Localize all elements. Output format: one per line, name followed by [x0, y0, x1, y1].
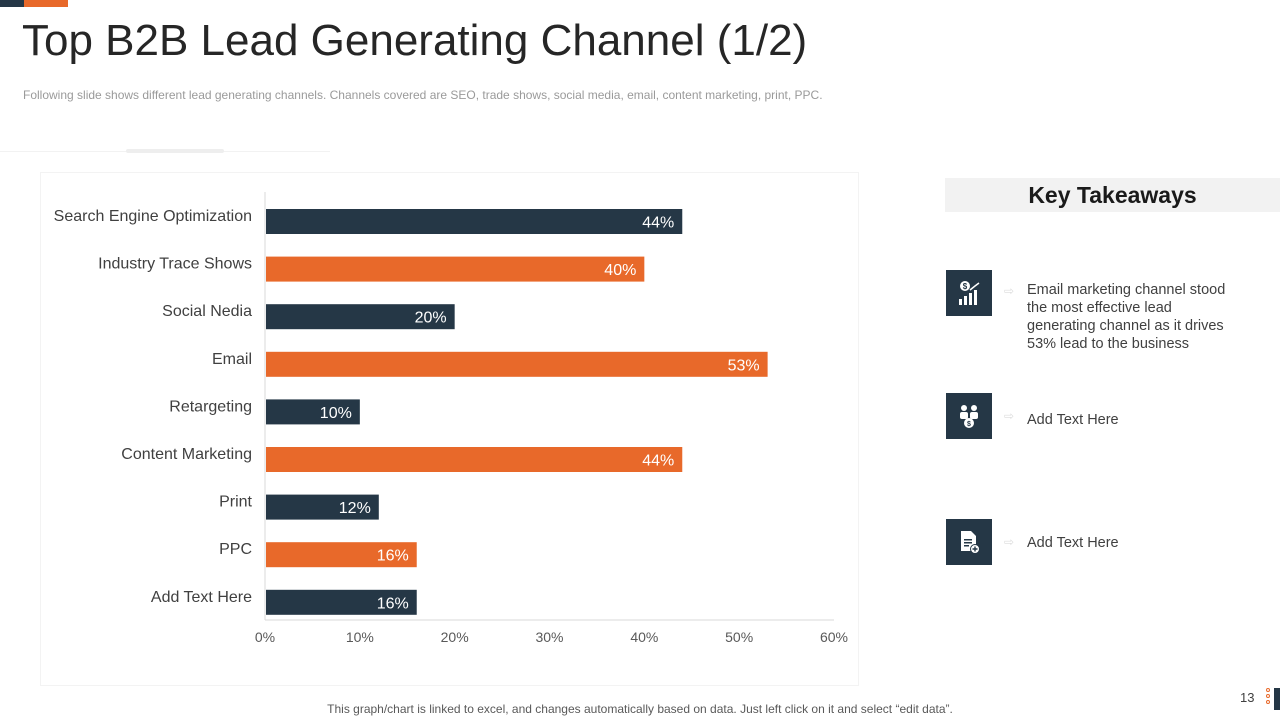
arrow-right-icon: ⇨	[1004, 409, 1015, 423]
x-tick-label: 60%	[820, 629, 848, 645]
x-tick-label: 0%	[255, 629, 275, 645]
bar[interactable]	[266, 447, 683, 472]
key-takeaways-header: Key Takeaways	[945, 178, 1280, 212]
data-label: 40%	[604, 262, 636, 279]
takeaway-text-2: Add Text Here	[1027, 412, 1119, 428]
category-label: Add Text Here	[151, 589, 252, 606]
data-label: 20%	[415, 310, 447, 327]
page-number: 13	[1240, 690, 1255, 705]
money-growth-chart-icon: $	[946, 270, 992, 316]
data-label: 16%	[377, 548, 409, 565]
bar[interactable]	[266, 494, 379, 520]
bar[interactable]	[266, 399, 360, 425]
x-tick-label: 20%	[441, 629, 469, 645]
arrow-right-icon: ⇨	[1004, 284, 1015, 298]
category-label: Search Engine Optimization	[54, 208, 252, 225]
x-tick-label: 30%	[535, 629, 563, 645]
chart-frame[interactable]	[40, 172, 859, 686]
category-label: Email	[212, 351, 252, 368]
category-label: Print	[219, 494, 252, 511]
x-tick-label: 50%	[725, 629, 753, 645]
document-add-icon	[946, 519, 992, 565]
bar-chart[interactable]: 44% Search Engine Optimization 40% Industry…	[0, 0, 860, 690]
arrow-right-icon: ⇨	[1004, 535, 1015, 549]
data-label: 16%	[377, 595, 409, 612]
bar[interactable]	[266, 351, 768, 377]
page-bar-decoration	[1274, 688, 1280, 710]
svg-text:$: $	[967, 421, 971, 428]
x-tick-label: 10%	[346, 629, 374, 645]
corner-accent-orange	[24, 0, 68, 7]
bar[interactable]	[266, 256, 645, 282]
corner-accent-dark	[0, 0, 24, 7]
category-label: Social Nedia	[162, 303, 252, 320]
x-tick-label: 40%	[630, 629, 658, 645]
category-label: PPC	[219, 541, 252, 558]
data-label: 10%	[320, 405, 352, 422]
footnote: This graph/chart is linked to excel, and…	[327, 702, 953, 716]
data-label: 44%	[642, 215, 674, 232]
category-label: Retargeting	[169, 398, 252, 415]
page-dots-decoration	[1266, 688, 1272, 706]
data-label: 53%	[728, 357, 760, 374]
people-money-icon: $	[946, 393, 992, 439]
takeaway-text-1: Email marketing channel stood the most e…	[1027, 282, 1226, 352]
takeaway-text-3: Add Text Here	[1027, 535, 1119, 551]
category-label: Content Marketing	[121, 446, 252, 463]
data-label: 12%	[339, 500, 371, 517]
category-label: Industry Trace Shows	[98, 256, 252, 273]
page-subtitle: Following slide shows different lead gen…	[23, 88, 823, 102]
bar[interactable]	[266, 542, 417, 568]
decorative-pill	[126, 149, 224, 153]
bar[interactable]	[266, 589, 417, 615]
bar[interactable]	[266, 209, 683, 234]
svg-text:$: $	[963, 282, 968, 291]
bar[interactable]	[266, 304, 455, 330]
page-title: Top B2B Lead Generating Channel (1/2)	[22, 16, 808, 65]
data-label: 44%	[642, 453, 674, 470]
